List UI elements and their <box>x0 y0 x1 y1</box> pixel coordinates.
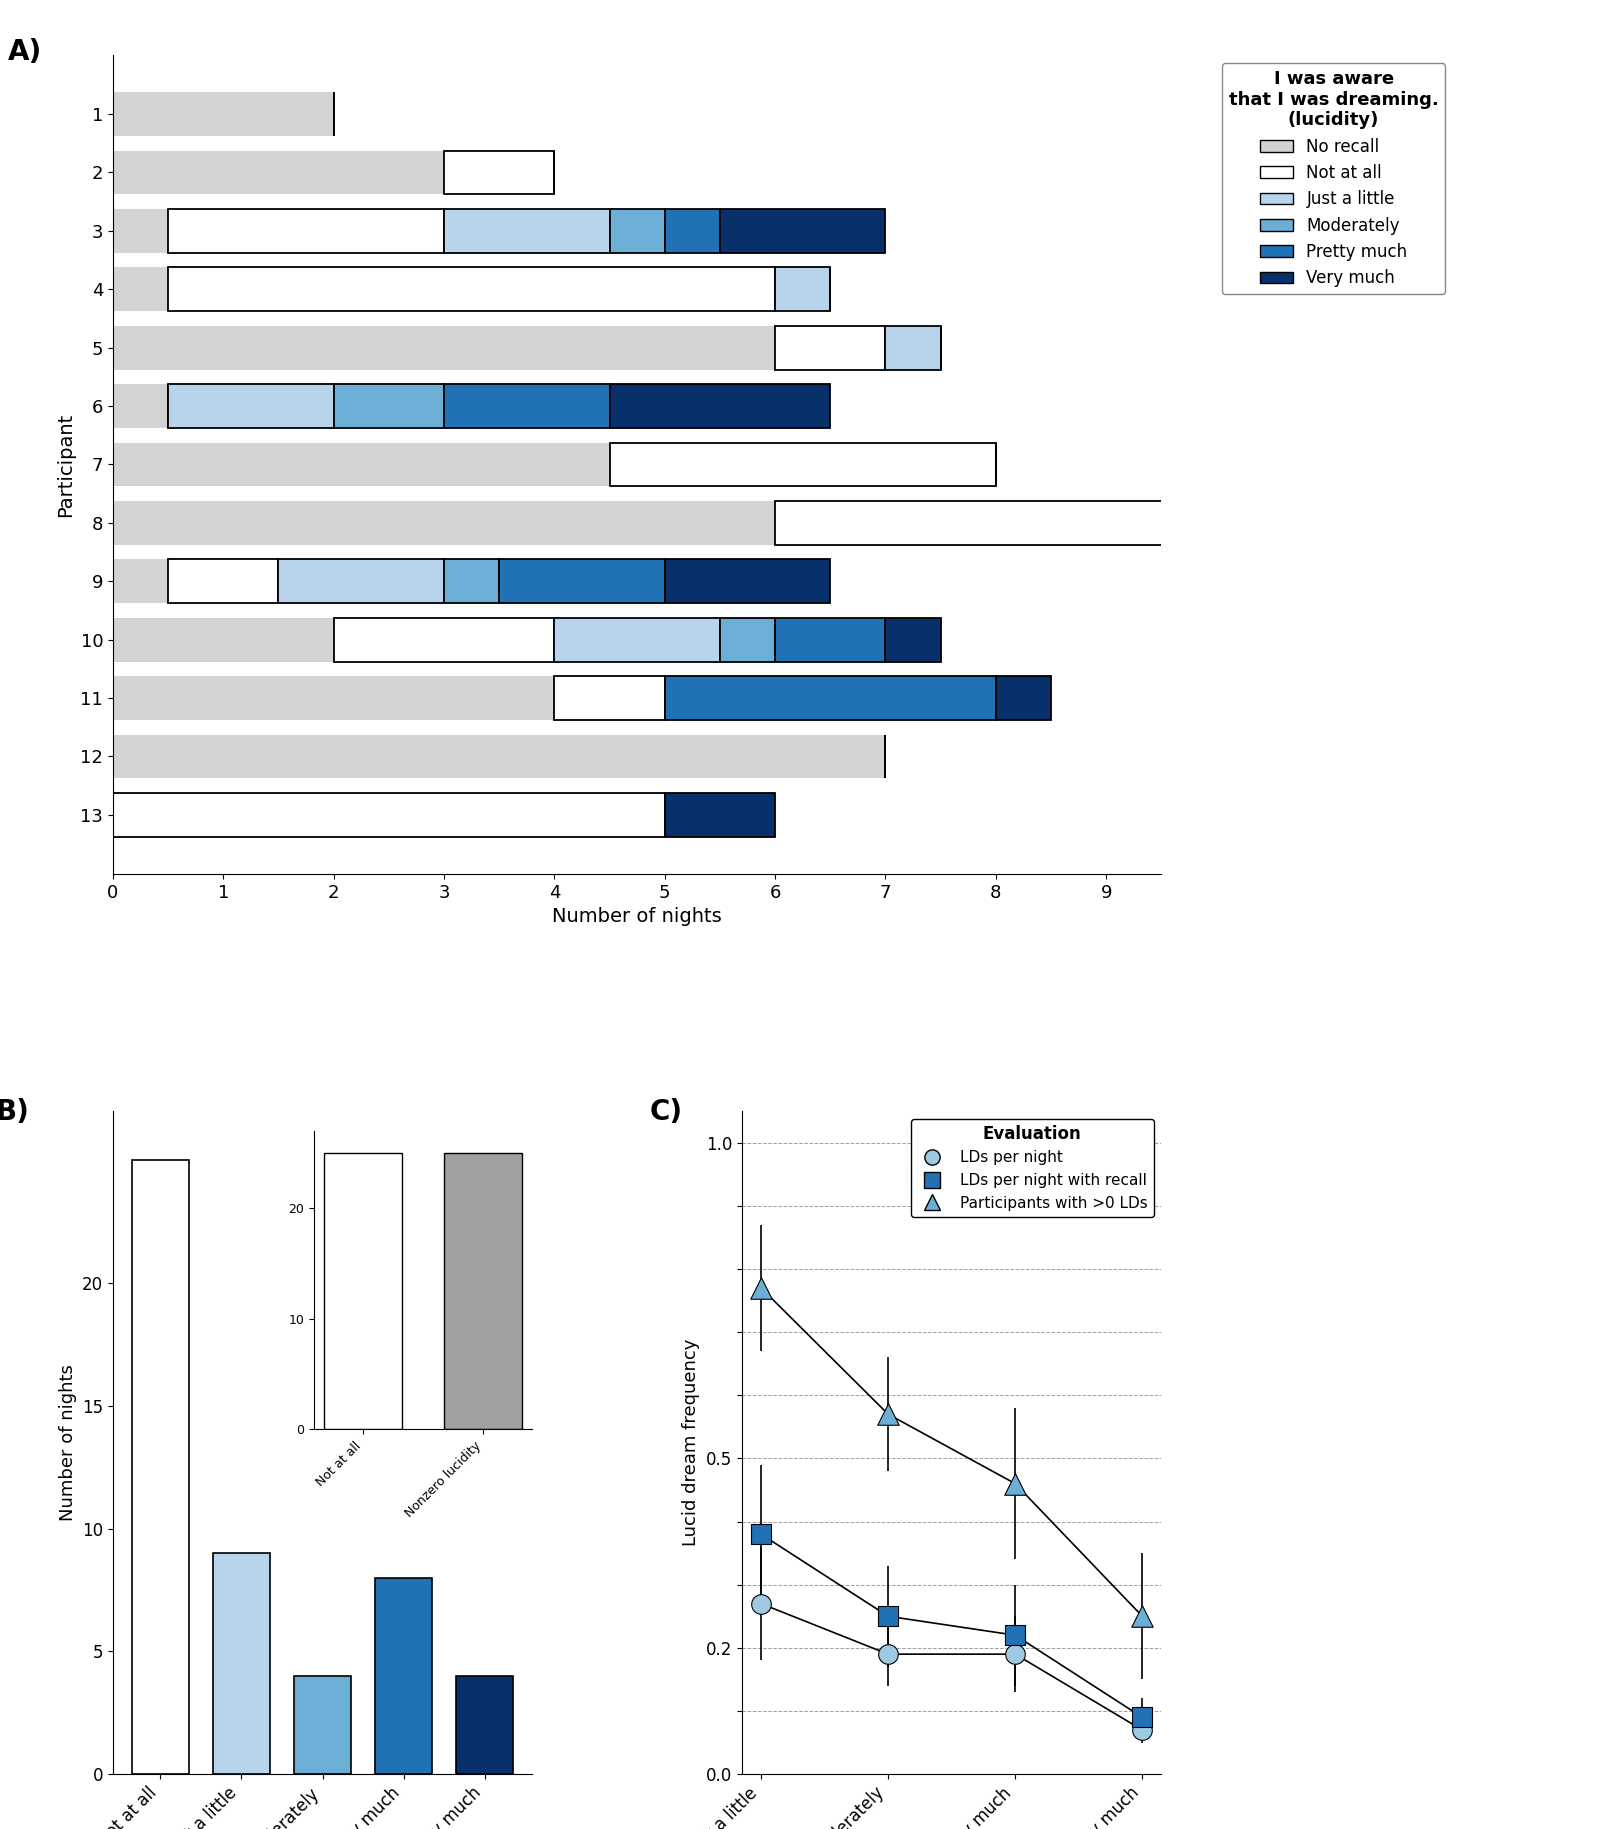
Text: C): C) <box>650 1097 682 1127</box>
Text: A): A) <box>8 38 42 66</box>
Bar <box>665 677 995 721</box>
Point <box>1002 1469 1027 1498</box>
Bar <box>113 735 886 779</box>
Bar <box>444 150 555 194</box>
Bar <box>213 1553 269 1774</box>
Point <box>876 1639 902 1668</box>
Bar <box>886 326 940 369</box>
Point <box>1002 1620 1027 1650</box>
Bar <box>279 560 444 604</box>
Bar <box>719 618 776 662</box>
Bar <box>610 384 831 428</box>
Bar <box>610 443 995 487</box>
Bar <box>168 384 334 428</box>
Bar <box>498 560 665 604</box>
Bar <box>776 501 1216 545</box>
Point <box>1129 1703 1155 1732</box>
Bar <box>113 677 555 721</box>
Bar <box>776 326 886 369</box>
Point <box>876 1399 902 1428</box>
Point <box>748 1520 774 1549</box>
Bar <box>376 1578 432 1774</box>
Legend: No recall, Not at all, Just a little, Moderately, Pretty much, Very much: No recall, Not at all, Just a little, Mo… <box>1223 64 1445 294</box>
Bar <box>113 91 334 135</box>
Point <box>876 1602 902 1631</box>
Point <box>748 1589 774 1619</box>
Bar <box>555 677 665 721</box>
Bar <box>665 560 831 604</box>
Bar <box>665 794 776 836</box>
Bar <box>334 618 555 662</box>
Bar <box>886 618 940 662</box>
Bar <box>444 560 498 604</box>
Bar <box>113 443 610 487</box>
Bar <box>113 560 168 604</box>
Point <box>1002 1639 1027 1668</box>
Bar <box>444 209 610 252</box>
Bar <box>610 209 665 252</box>
Bar <box>776 267 831 311</box>
Y-axis label: Lucid dream frequency: Lucid dream frequency <box>682 1339 700 1546</box>
Point <box>1129 1602 1155 1631</box>
Bar <box>113 267 168 311</box>
Bar <box>665 209 719 252</box>
Bar <box>113 384 168 428</box>
Bar <box>294 1675 352 1774</box>
Bar <box>132 1160 189 1774</box>
Point <box>1129 1716 1155 1745</box>
X-axis label: Number of nights: Number of nights <box>552 907 723 925</box>
Legend: LDs per night, LDs per night with recall, Participants with >0 LDs: LDs per night, LDs per night with recall… <box>911 1119 1153 1216</box>
Bar <box>168 267 776 311</box>
Bar <box>456 1675 513 1774</box>
Y-axis label: Number of nights: Number of nights <box>58 1364 76 1522</box>
Bar <box>113 326 776 369</box>
Point <box>748 1273 774 1302</box>
Bar <box>113 794 665 836</box>
Bar <box>995 677 1052 721</box>
Bar <box>168 209 444 252</box>
Bar <box>719 209 886 252</box>
Bar <box>334 384 444 428</box>
Bar <box>776 618 886 662</box>
Y-axis label: Participant: Participant <box>56 412 74 516</box>
Bar <box>444 384 610 428</box>
Bar <box>168 560 279 604</box>
Bar <box>555 618 719 662</box>
Bar <box>113 150 444 194</box>
Bar <box>113 618 334 662</box>
Bar <box>113 501 776 545</box>
Text: B): B) <box>0 1097 29 1127</box>
Bar <box>113 209 168 252</box>
